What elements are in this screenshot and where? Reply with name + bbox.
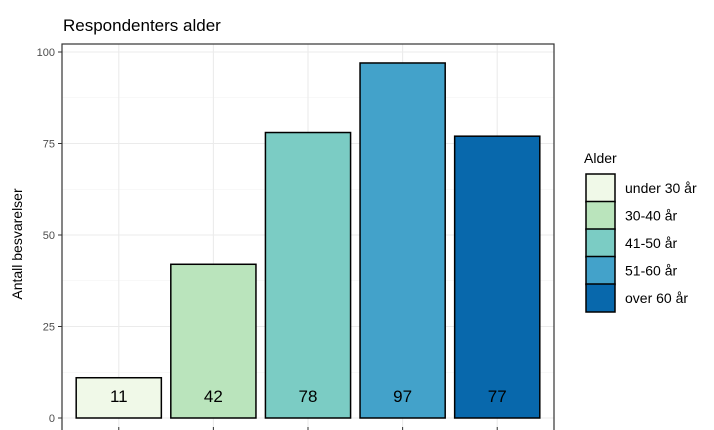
chart-title: Respondenters alder [63, 16, 221, 35]
bar [359, 62, 446, 419]
legend-swatch [585, 173, 616, 203]
y-tick-label: 25 [43, 322, 55, 334]
y-tick-label: 0 [49, 413, 55, 425]
legend-swatch [585, 283, 616, 313]
bar-data-label: 78 [299, 387, 318, 406]
y-axis-label: Antall besvarelser [9, 188, 25, 300]
bar [264, 131, 352, 419]
legend-label: over 60 år [625, 290, 688, 306]
bar [75, 376, 163, 419]
y-tick-label: 75 [43, 139, 55, 151]
legend-label: 41-50 år [625, 235, 677, 251]
bar-data-label: 97 [393, 387, 412, 406]
y-tick-label: 50 [43, 230, 55, 242]
plot-area: 11 42 78 97 77 0 25 50 75 100 [37, 43, 555, 430]
legend-swatch [585, 228, 616, 258]
bar-data-label: 77 [488, 387, 507, 406]
legend-label: 30-40 år [625, 208, 677, 224]
legend-label: under 30 år [625, 180, 697, 196]
bar-data-label: 11 [110, 387, 128, 406]
legend-label: 51-60 år [625, 263, 677, 279]
plot-border [61, 43, 555, 430]
bar-data-label: 42 [204, 387, 223, 406]
legend-swatch [585, 200, 616, 231]
bar [170, 263, 257, 419]
legend-swatch [585, 255, 616, 286]
bar [453, 135, 541, 419]
legend: Alder under 30 år 30-40 år 41-50 år 51-60 å… [584, 150, 697, 313]
y-tick-label: 100 [37, 47, 55, 59]
legend-title: Alder [584, 150, 617, 166]
